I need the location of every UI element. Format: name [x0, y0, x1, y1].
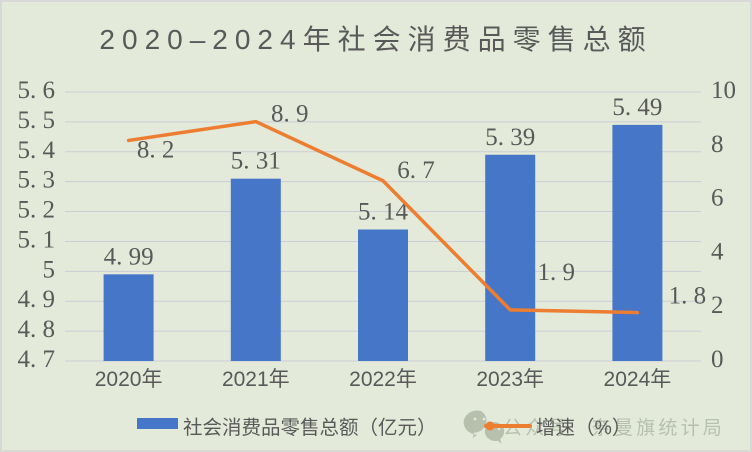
svg-text:5. 1: 5. 1 [18, 226, 56, 253]
svg-text:1. 9: 1. 9 [537, 259, 575, 286]
svg-text:5. 3: 5. 3 [18, 167, 56, 194]
svg-text:增速（%）: 增速（%） [536, 417, 631, 439]
svg-text:5. 31: 5. 31 [231, 148, 281, 175]
svg-text:4. 99: 4. 99 [104, 243, 154, 270]
svg-text:4. 9: 4. 9 [18, 286, 56, 313]
svg-text:2020年: 2020年 [95, 368, 163, 391]
svg-text:4. 8: 4. 8 [18, 316, 56, 343]
svg-text:5. 49: 5. 49 [612, 94, 662, 121]
svg-text:6. 7: 6. 7 [397, 157, 435, 184]
svg-text:2: 2 [711, 292, 724, 319]
svg-text:2021年: 2021年 [222, 368, 290, 391]
svg-text:5. 2: 5. 2 [18, 197, 56, 224]
svg-text:6: 6 [711, 185, 724, 212]
svg-text:社会消费品零售总额（亿元）: 社会消费品零售总额（亿元） [183, 417, 437, 439]
svg-text:8. 9: 8. 9 [271, 101, 309, 128]
svg-text:2023年: 2023年 [476, 368, 544, 391]
svg-text:0: 0 [711, 346, 724, 373]
svg-text:2022年: 2022年 [349, 368, 417, 391]
svg-text:5. 4: 5. 4 [18, 137, 56, 164]
svg-text:1. 8: 1. 8 [669, 283, 707, 310]
svg-text:5. 6: 5. 6 [18, 77, 56, 104]
svg-text:8: 8 [711, 131, 724, 158]
svg-text:2024年: 2024年 [604, 368, 672, 391]
svg-text:10: 10 [711, 77, 736, 104]
svg-text:5. 14: 5. 14 [358, 199, 409, 226]
svg-text:5: 5 [43, 256, 56, 283]
svg-text:5. 39: 5. 39 [485, 124, 535, 151]
svg-text:4: 4 [711, 238, 724, 265]
svg-text:5. 5: 5. 5 [18, 107, 56, 134]
svg-text:8. 2: 8. 2 [137, 136, 175, 163]
svg-text:4. 7: 4. 7 [18, 346, 56, 373]
